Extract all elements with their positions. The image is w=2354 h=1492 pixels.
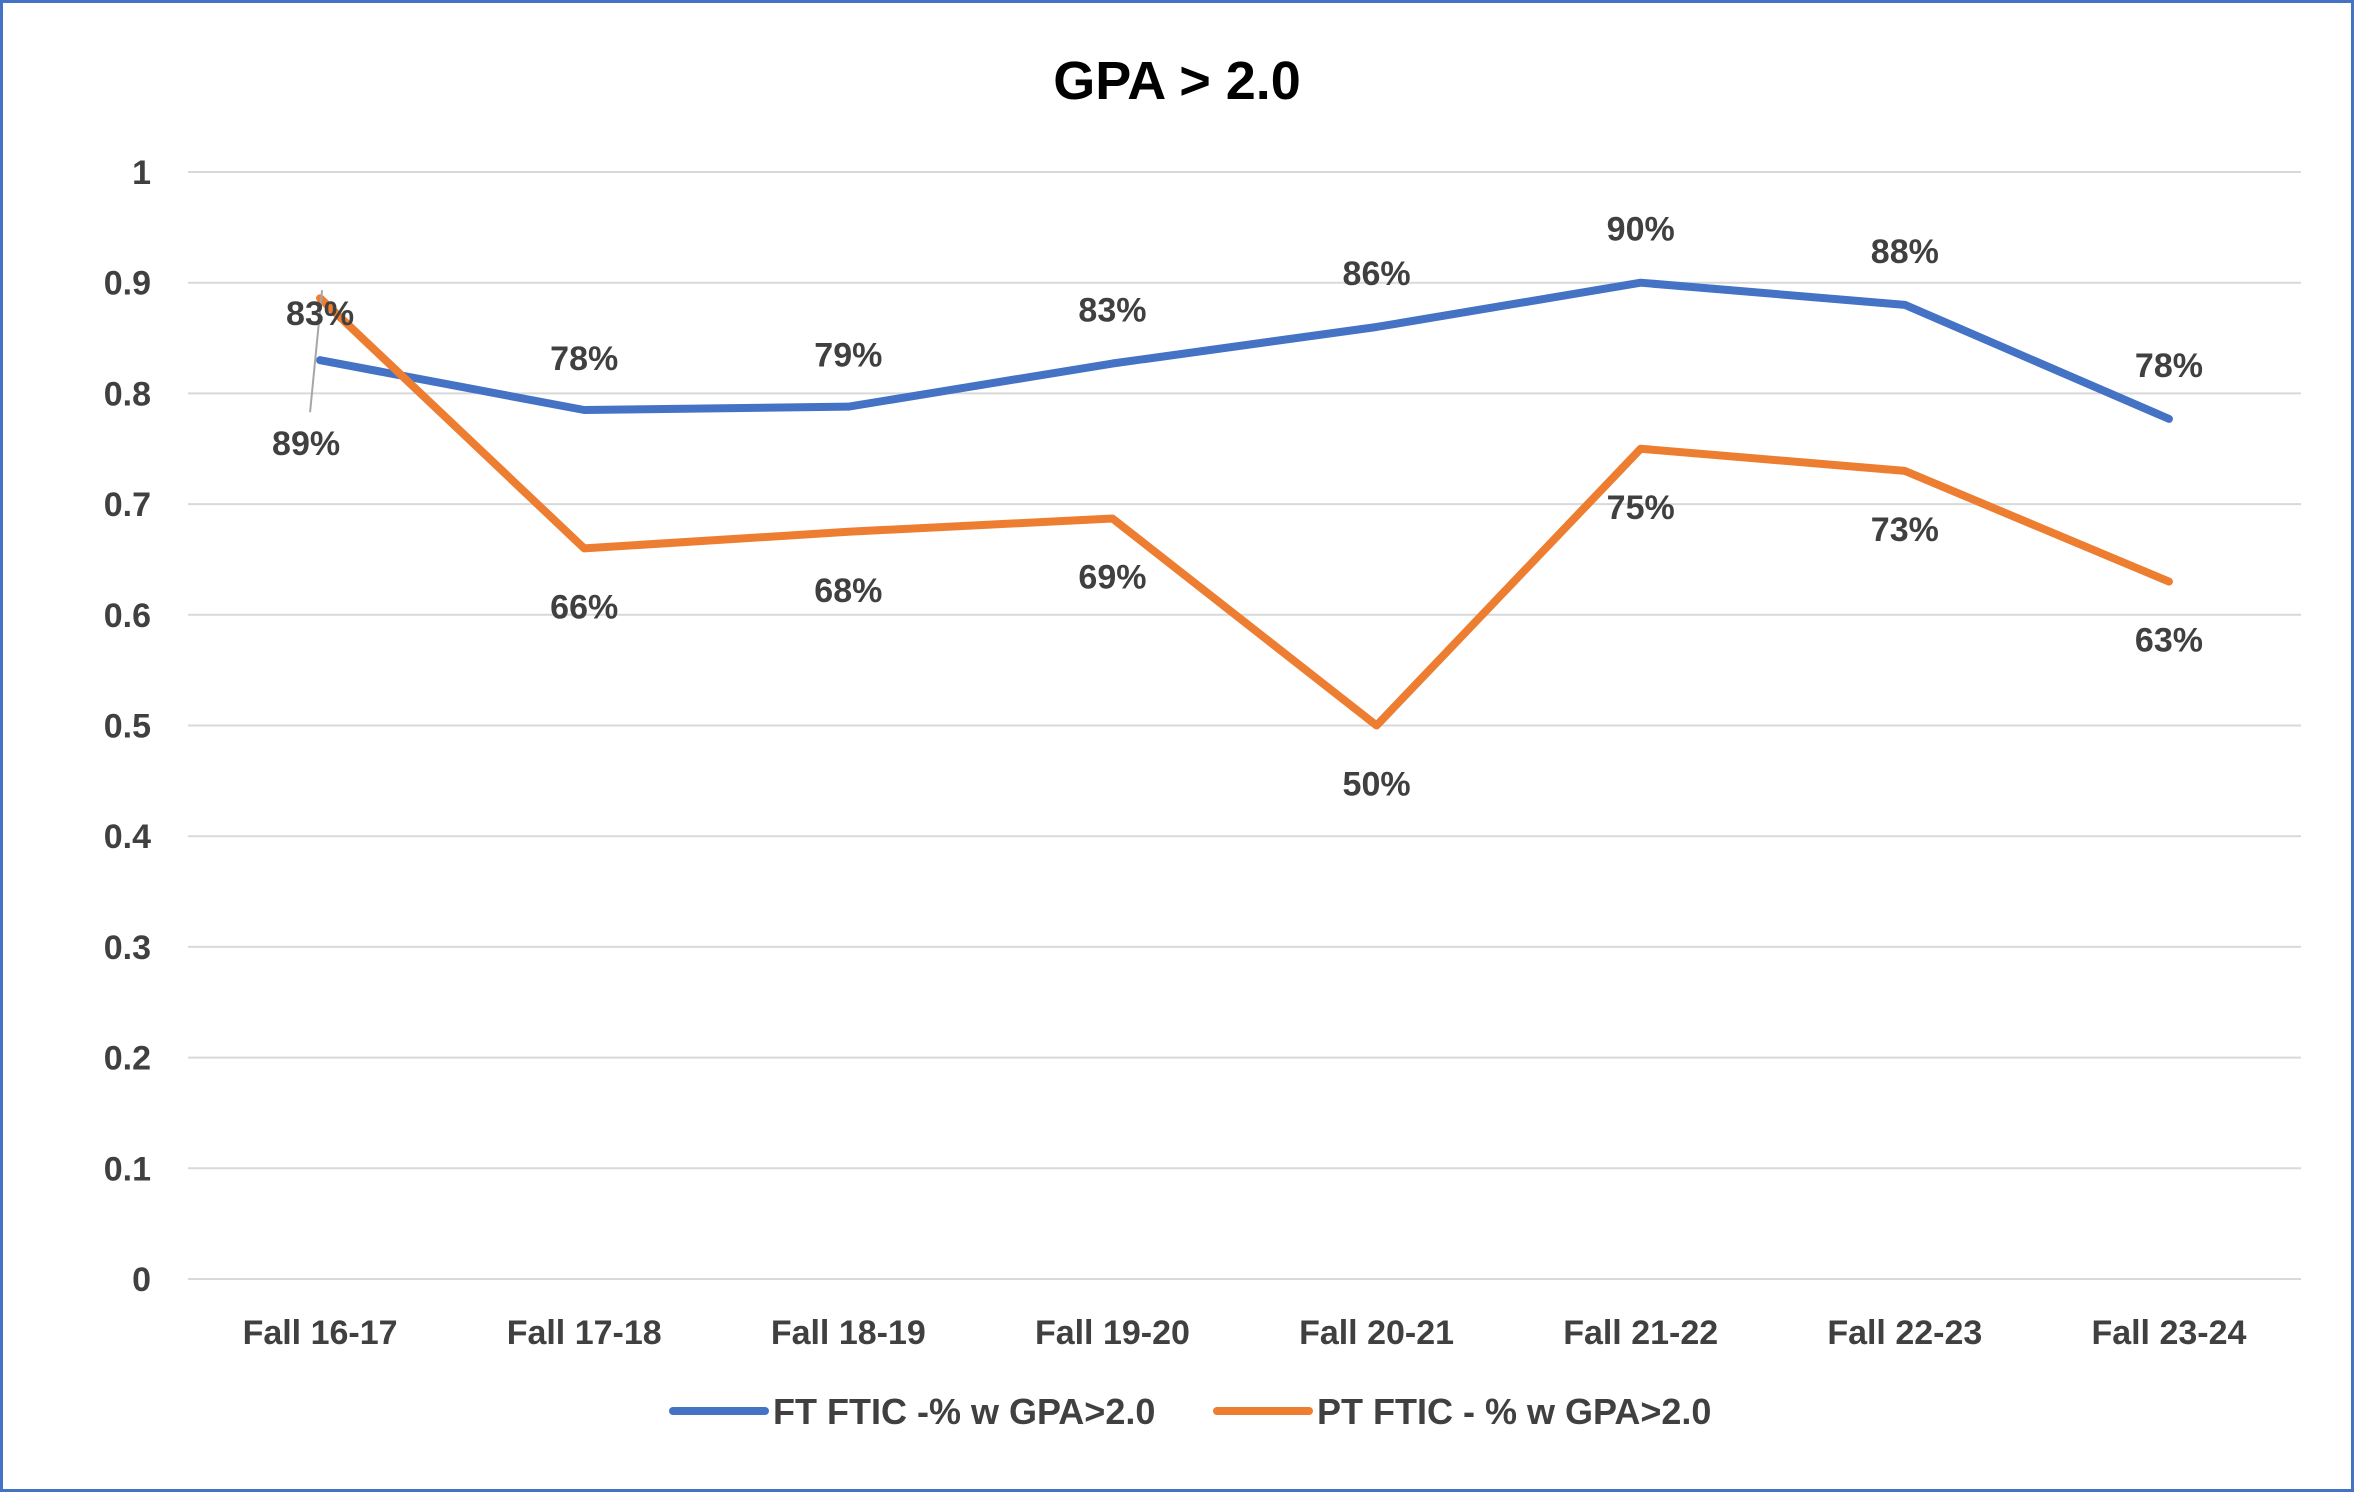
y-tick-label: 0	[132, 1261, 151, 1299]
y-tick-label: 0.5	[104, 708, 151, 746]
x-tick-label: Fall 23-24	[2091, 1314, 2246, 1352]
data-label: 73%	[1871, 511, 1939, 549]
gridlines	[188, 171, 2301, 1280]
data-labels: 89% 78% 79% 83% 86% 90% 88% 78% 83% 66% 68% 69% 50% 7…	[272, 211, 2203, 804]
data-label: 66%	[550, 588, 618, 626]
x-tick-label: Fall 20-21	[1299, 1314, 1454, 1352]
data-label: 90%	[1607, 211, 1675, 249]
legend-label: FT FTIC -% w GPA>2.0	[773, 1391, 1155, 1432]
data-label: 69%	[1078, 558, 1146, 596]
series-line-1	[316, 294, 2173, 730]
y-tick-label: 0.8	[104, 375, 151, 413]
x-tick-label: Fall 19-20	[1035, 1314, 1190, 1352]
series-lines	[316, 278, 2173, 730]
y-axis-ticks: 0 0.1 0.2 0.3 0.4 0.5 0.6 0.7 0.8 0.9 1	[104, 154, 151, 1299]
y-tick-label: 0.1	[104, 1150, 151, 1188]
y-tick-label: 0.7	[104, 486, 151, 524]
chart-title: GPA > 2.0	[1053, 51, 1301, 111]
legend: FT FTIC -% w GPA>2.0 PT FTIC - % w GPA>2.…	[669, 1391, 1711, 1432]
data-label: 63%	[2135, 622, 2203, 660]
data-label: 50%	[1343, 766, 1411, 804]
data-label: 86%	[1343, 255, 1411, 293]
y-tick-label: 0.2	[104, 1040, 151, 1078]
data-label: 88%	[1871, 233, 1939, 271]
label-leader-line	[309, 290, 324, 413]
y-tick-label: 0.3	[104, 929, 151, 967]
y-tick-label: 0.4	[104, 818, 151, 856]
data-label: 83%	[286, 295, 354, 333]
x-tick-label: Fall 16-17	[243, 1314, 398, 1352]
line-chart: GPA > 2.0 00.10.20.30.40.50.60.70.80.91 …	[104, 51, 2301, 1432]
y-tick-label: 0.6	[104, 597, 151, 635]
data-label: 78%	[550, 340, 618, 378]
y-tick-label: 1	[132, 154, 151, 192]
data-label: 83%	[1078, 292, 1146, 330]
x-tick-label: Fall 18-19	[771, 1314, 926, 1352]
x-axis-ticks: Fall 16-17 Fall 17-18 Fall 18-19 Fall 19-20…	[243, 1314, 2247, 1352]
y-tick-label: 0.9	[104, 265, 151, 303]
data-label: 89%	[272, 425, 340, 463]
data-label: 68%	[814, 572, 882, 610]
series-line-0	[316, 278, 2173, 423]
x-tick-label: Fall 22-23	[1827, 1314, 1982, 1352]
x-tick-label: Fall 21-22	[1563, 1314, 1718, 1352]
data-label: 79%	[814, 337, 882, 375]
data-label: 78%	[2135, 347, 2203, 385]
data-label: 75%	[1607, 489, 1675, 527]
legend-label: PT FTIC - % w GPA>2.0	[1317, 1391, 1711, 1432]
x-tick-label: Fall 17-18	[507, 1314, 662, 1352]
